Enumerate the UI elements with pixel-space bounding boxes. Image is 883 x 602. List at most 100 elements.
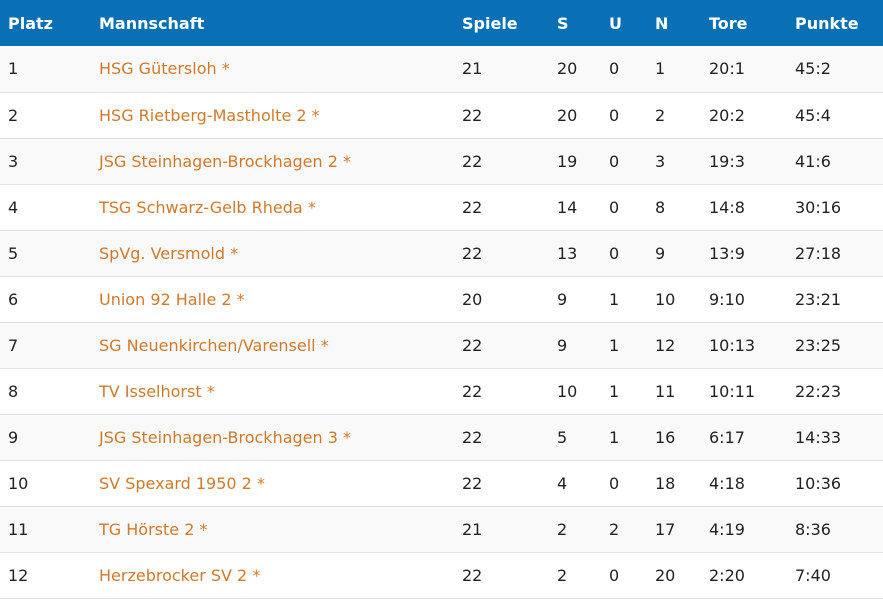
cell-punkte: 22:23: [795, 381, 842, 401]
cell-u: 0: [609, 59, 620, 79]
header-spiele[interactable]: Spiele: [462, 13, 518, 33]
team-link[interactable]: SpVg. Versmold *: [99, 243, 239, 263]
header-u[interactable]: U: [609, 13, 622, 33]
header-punkte[interactable]: Punkte: [795, 13, 859, 33]
table-row: 5 SpVg. Versmold * 22 13 0 9 13:9 27:18: [0, 230, 883, 276]
cell-s: 2: [557, 519, 568, 539]
team-link[interactable]: TSG Schwarz-Gelb Rheda *: [99, 197, 316, 217]
team-link[interactable]: JSG Steinhagen-Brockhagen 3 *: [99, 427, 351, 447]
cell-s: 10: [557, 381, 578, 401]
cell-n: 3: [655, 151, 666, 171]
cell-spiele: 22: [462, 151, 483, 171]
table-row: 4 TSG Schwarz-Gelb Rheda * 22 14 0 8 14:…: [0, 184, 883, 230]
cell-n: 12: [655, 335, 676, 355]
cell-platz: 4: [8, 197, 19, 217]
cell-platz: 11: [8, 519, 29, 539]
cell-platz: 7: [8, 335, 19, 355]
table-row: 7 SG Neuenkirchen/Varensell * 22 9 1 12 …: [0, 322, 883, 368]
cell-spiele: 21: [462, 59, 483, 79]
header-n[interactable]: N: [655, 13, 669, 33]
cell-punkte: 14:33: [795, 427, 842, 447]
cell-s: 2: [557, 565, 568, 585]
table-row: 1 HSG Gütersloh * 21 20 0 1 20:1 45:2: [0, 46, 883, 92]
cell-u: 1: [609, 427, 620, 447]
table-row: 3 JSG Steinhagen-Brockhagen 2 * 22 19 0 …: [0, 138, 883, 184]
team-link[interactable]: JSG Steinhagen-Brockhagen 2 *: [99, 151, 351, 171]
cell-u: 1: [609, 381, 620, 401]
cell-n: 18: [655, 473, 676, 493]
cell-spiele: 22: [462, 473, 483, 493]
cell-punkte: 27:18: [795, 243, 842, 263]
cell-punkte: 23:25: [795, 335, 842, 355]
cell-platz: 8: [8, 381, 19, 401]
table-row: 9 JSG Steinhagen-Brockhagen 3 * 22 5 1 1…: [0, 414, 883, 460]
cell-tore: 14:8: [709, 197, 745, 217]
cell-u: 0: [609, 565, 620, 585]
cell-platz: 12: [8, 565, 29, 585]
cell-platz: 5: [8, 243, 19, 263]
cell-platz: 6: [8, 289, 19, 309]
cell-u: 0: [609, 105, 620, 125]
cell-n: 16: [655, 427, 676, 447]
table-row: 12 Herzebrocker SV 2 * 22 2 0 20 2:20 7:…: [0, 552, 883, 598]
cell-platz: 10: [8, 473, 29, 493]
cell-s: 14: [557, 197, 578, 217]
standings-body: 1 HSG Gütersloh * 21 20 0 1 20:1 45:2 2 …: [0, 46, 883, 598]
cell-u: 1: [609, 289, 620, 309]
cell-tore: 6:17: [709, 427, 745, 447]
table-row: 6 Union 92 Halle 2 * 20 9 1 10 9:10 23:2…: [0, 276, 883, 322]
cell-tore: 10:11: [709, 381, 756, 401]
cell-n: 8: [655, 197, 666, 217]
cell-n: 17: [655, 519, 676, 539]
cell-spiele: 22: [462, 381, 483, 401]
cell-s: 20: [557, 105, 578, 125]
team-link[interactable]: TV Isselhorst *: [99, 381, 215, 401]
cell-platz: 1: [8, 59, 19, 79]
cell-punkte: 41:6: [795, 151, 831, 171]
table-row: 10 SV Spexard 1950 2 * 22 4 0 18 4:18 10…: [0, 460, 883, 506]
cell-tore: 9:10: [709, 289, 745, 309]
team-link[interactable]: HSG Gütersloh *: [99, 59, 230, 79]
cell-tore: 20:1: [709, 59, 745, 79]
team-link[interactable]: Union 92 Halle 2 *: [99, 289, 245, 309]
header-s[interactable]: S: [557, 13, 569, 33]
team-link[interactable]: SG Neuenkirchen/Varensell *: [99, 335, 329, 355]
cell-n: 10: [655, 289, 676, 309]
cell-punkte: 23:21: [795, 289, 842, 309]
cell-s: 13: [557, 243, 578, 263]
cell-punkte: 30:16: [795, 197, 842, 217]
cell-s: 20: [557, 59, 578, 79]
cell-tore: 10:13: [709, 335, 756, 355]
header-platz[interactable]: Platz: [8, 13, 53, 33]
cell-spiele: 22: [462, 427, 483, 447]
cell-s: 4: [557, 473, 568, 493]
cell-n: 20: [655, 565, 676, 585]
cell-punkte: 10:36: [795, 473, 842, 493]
team-link[interactable]: Herzebrocker SV 2 *: [99, 565, 261, 585]
team-link[interactable]: HSG Rietberg-Mastholte 2 *: [99, 105, 320, 125]
cell-platz: 2: [8, 105, 19, 125]
cell-u: 0: [609, 243, 620, 263]
table-row: 8 TV Isselhorst * 22 10 1 11 10:11 22:23: [0, 368, 883, 414]
cell-tore: 2:20: [709, 565, 745, 585]
cell-tore: 13:9: [709, 243, 745, 263]
cell-punkte: 45:4: [795, 105, 831, 125]
cell-punkte: 45:2: [795, 59, 831, 79]
cell-s: 9: [557, 335, 568, 355]
cell-punkte: 8:36: [795, 519, 831, 539]
cell-u: 0: [609, 197, 620, 217]
cell-platz: 9: [8, 427, 19, 447]
cell-u: 0: [609, 473, 620, 493]
cell-spiele: 22: [462, 243, 483, 263]
cell-u: 2: [609, 519, 620, 539]
cell-u: 0: [609, 151, 620, 171]
team-link[interactable]: SV Spexard 1950 2 *: [99, 473, 265, 493]
cell-s: 5: [557, 427, 568, 447]
header-mannschaft[interactable]: Mannschaft: [99, 13, 205, 33]
cell-spiele: 22: [462, 197, 483, 217]
header-tore[interactable]: Tore: [709, 13, 748, 33]
cell-n: 2: [655, 105, 666, 125]
cell-n: 9: [655, 243, 666, 263]
team-link[interactable]: TG Hörste 2 *: [99, 519, 208, 539]
